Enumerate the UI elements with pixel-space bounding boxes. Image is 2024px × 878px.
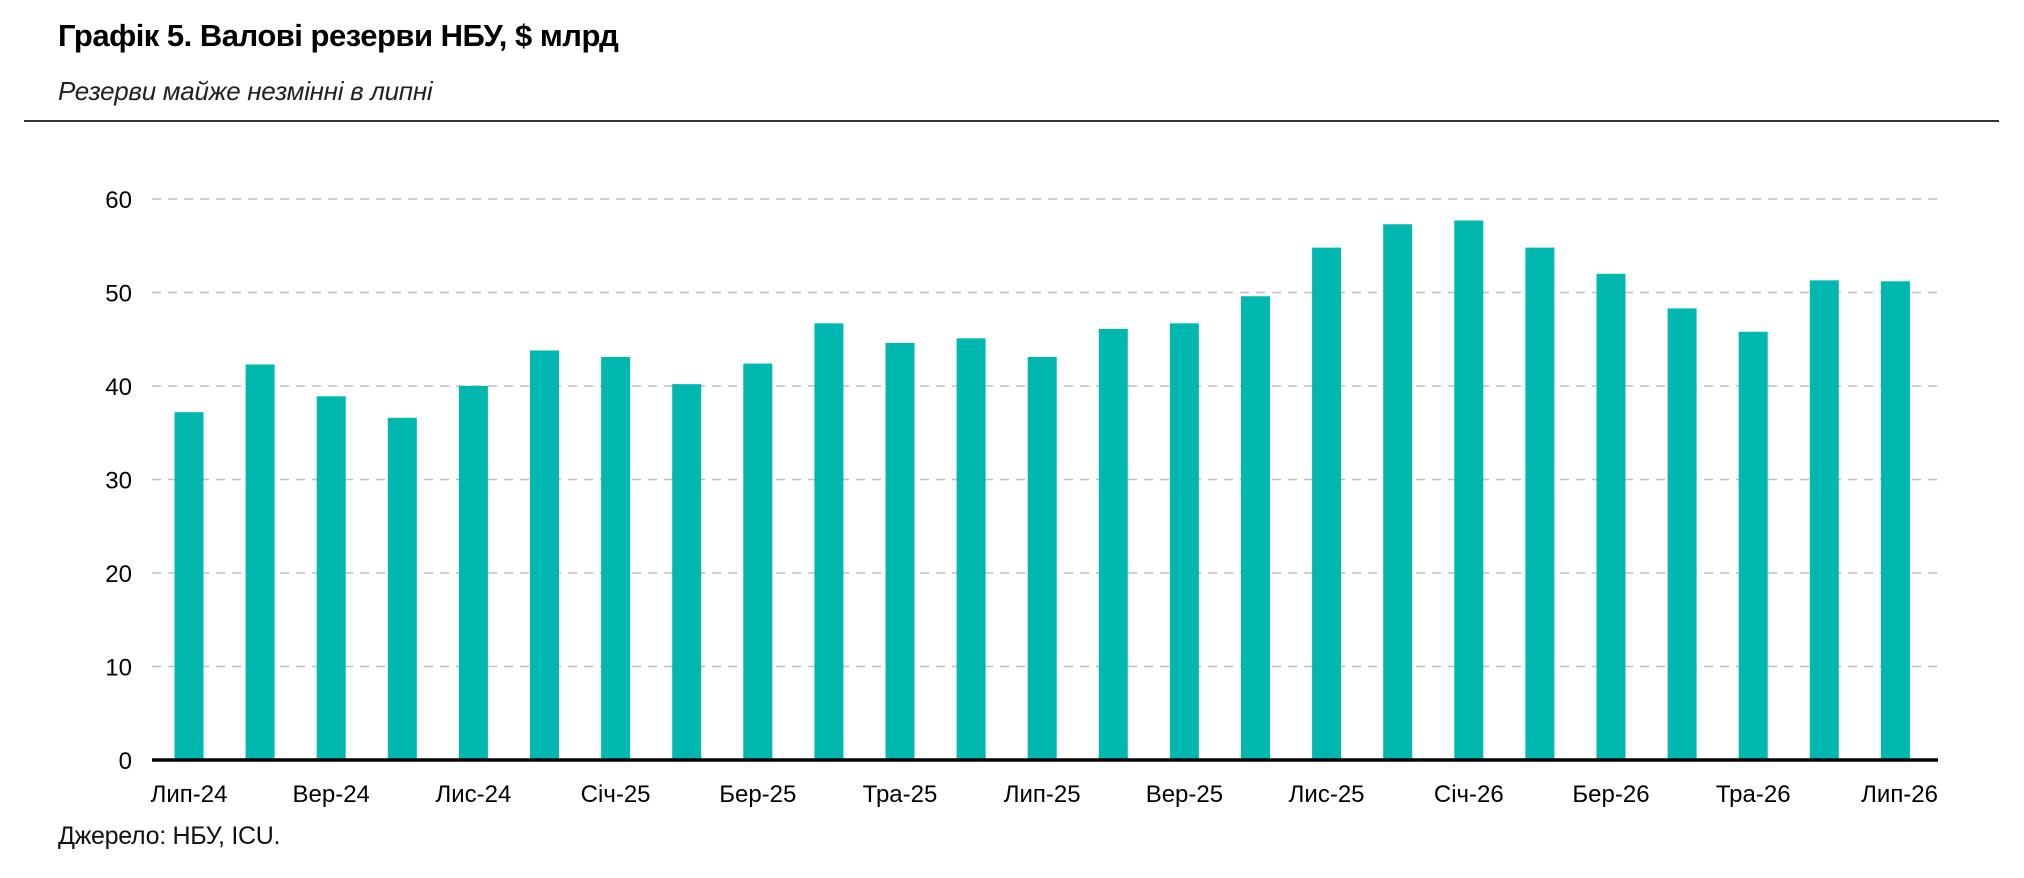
y-tick-label: 40 [105, 374, 132, 401]
bar [174, 412, 204, 760]
x-tick-label: Січ-25 [581, 781, 651, 808]
source-note: Джерело: НБУ, ICU. [58, 822, 281, 850]
y-tick-label: 50 [105, 281, 132, 308]
bar [1525, 247, 1555, 760]
bar [885, 342, 915, 760]
x-tick-label: Вер-25 [1146, 781, 1223, 808]
gridlines [152, 198, 1938, 668]
bar [1667, 308, 1697, 760]
x-tick-label: Бер-25 [719, 781, 796, 808]
x-tick-label: Лип-25 [1004, 781, 1081, 808]
y-tick-label: 0 [119, 748, 132, 775]
y-tick-label: 10 [105, 655, 132, 682]
x-tick-label: Тра-26 [1716, 781, 1791, 808]
bar [956, 338, 986, 760]
bars [174, 220, 1910, 760]
chart-subtitle: Резерви майже незмінні в липні [58, 76, 433, 106]
bar [1169, 323, 1199, 760]
x-tick-label: Лип-26 [1861, 781, 1938, 808]
y-tick-label: 60 [105, 187, 132, 214]
bar [1241, 296, 1270, 760]
bar [1027, 357, 1057, 760]
x-tick-label: Вер-24 [293, 781, 370, 808]
x-tick-label: Лип-24 [151, 781, 228, 808]
chart-title: Графік 5. Валові резерви НБУ, $ млрд [58, 18, 619, 53]
bar [1098, 328, 1128, 760]
x-tick-label: Січ-26 [1434, 781, 1504, 808]
bar [530, 350, 559, 760]
header-divider [24, 120, 1999, 122]
bar [814, 323, 844, 760]
bar [1596, 273, 1626, 760]
bar [601, 357, 631, 760]
x-tick-label: Тра-25 [863, 781, 938, 808]
bar [1454, 220, 1484, 760]
bar [245, 364, 275, 760]
bar [1809, 280, 1839, 760]
y-tick-label: 20 [105, 561, 132, 588]
y-tick-label: 30 [105, 468, 132, 495]
y-tick-labels: 0 10 20 30 40 50 60 [105, 187, 132, 775]
x-tick-label: Лис-24 [435, 781, 511, 808]
bar [316, 396, 346, 760]
bar [1312, 247, 1342, 760]
x-tick-labels: Лип-24 Вер-24 Лис-24 Січ-25 Бер-25 Тра-25 Лип-… [151, 781, 1938, 808]
bar [743, 363, 773, 760]
x-tick-label: Бер-26 [1572, 781, 1649, 808]
x-tick-label: Лис-25 [1289, 781, 1365, 808]
bar [672, 384, 702, 760]
bar [1738, 331, 1768, 760]
bar [458, 386, 488, 760]
bar [1383, 224, 1413, 760]
bar [1880, 281, 1910, 760]
bar [387, 417, 417, 760]
